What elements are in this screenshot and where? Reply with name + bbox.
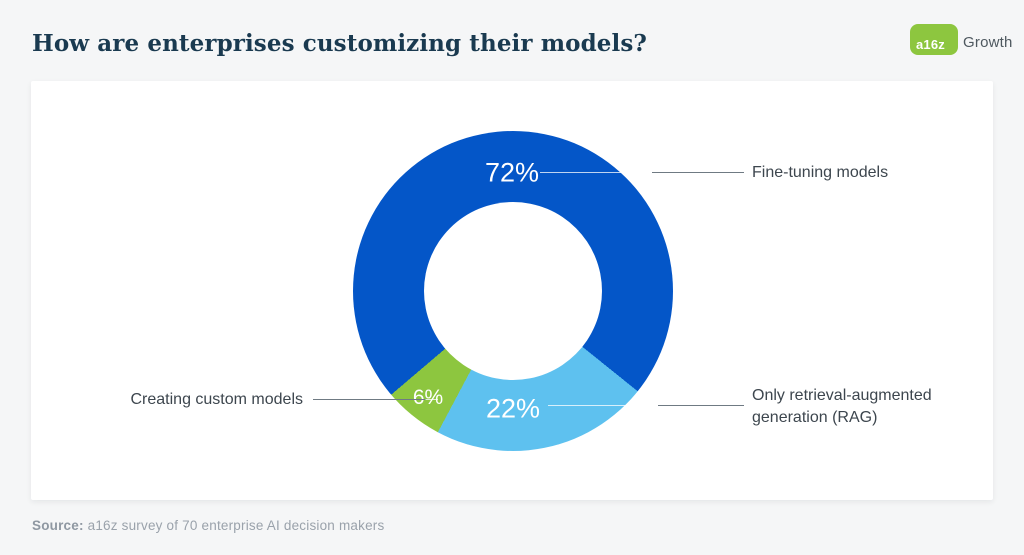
leader-line-fine-tuning xyxy=(540,172,744,174)
chart-card: 72% 22% 6% Fine-tuning models Only retri… xyxy=(31,81,993,500)
source-note: Source: a16z survey of 70 enterprise AI … xyxy=(32,518,384,533)
a16z-logo-text: a16z xyxy=(916,37,945,52)
slice-value-rag: 22% xyxy=(485,393,541,424)
logo-brand-text: Growth xyxy=(963,34,1013,51)
a16z-logo-icon: a16z xyxy=(910,24,958,55)
callout-label-custom-models: Creating custom models xyxy=(130,391,303,408)
slice-value-custom: 6% xyxy=(412,386,444,409)
source-text: a16z survey of 70 enterprise AI decision… xyxy=(83,518,385,533)
donut-chart xyxy=(353,131,673,451)
leader-line-custom xyxy=(313,399,438,401)
callout-label-fine-tuning: Fine-tuning models xyxy=(752,164,889,181)
donut-hole xyxy=(424,202,602,380)
callout-label-rag: Only retrieval-augmented generation (RAG… xyxy=(752,385,972,429)
source-label: Source: xyxy=(32,518,84,533)
page-title: How are enterprises customizing their mo… xyxy=(32,30,647,57)
a16z-growth-logo: a16z Growth xyxy=(910,24,1013,55)
callout-label-rag-line1: Only retrieval-augmented xyxy=(752,387,932,404)
callout-label-rag-line2: generation (RAG) xyxy=(752,409,878,426)
slice-value-fine-tuning: 72% xyxy=(484,157,540,188)
leader-line-rag xyxy=(548,405,744,407)
